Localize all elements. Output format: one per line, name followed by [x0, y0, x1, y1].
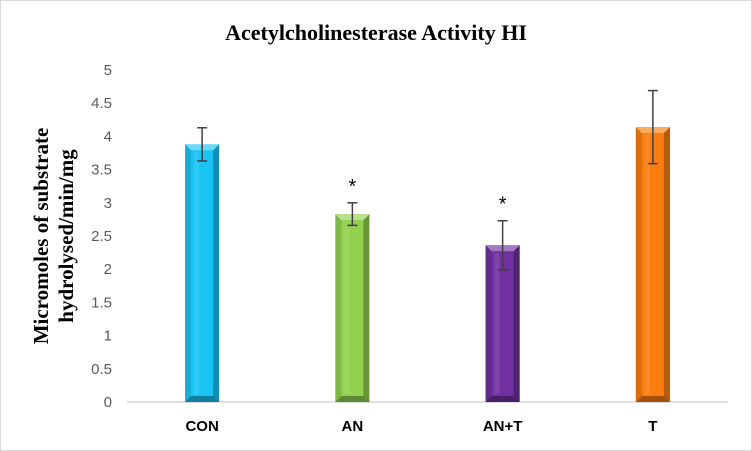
significance-marker: *: [499, 194, 507, 216]
chart-title: Acetylcholinesterase Activity HI: [225, 20, 527, 45]
x-category-label: CON: [185, 418, 218, 435]
bar-highlight: [344, 222, 350, 394]
y-axis-label-line-1: Micromoles of substrate: [29, 128, 53, 345]
y-tick-label: 0: [104, 394, 112, 411]
y-tick-label: 4: [104, 128, 112, 145]
bar-bevel-bottom: [485, 396, 520, 402]
bar-bevel-left: [485, 245, 492, 402]
y-tick-label: 2: [104, 261, 112, 278]
x-category-label: AN: [342, 418, 364, 435]
bar-bevel-bottom: [335, 396, 370, 402]
y-axis-label-line-2: hydrolysed/min/mg: [54, 149, 78, 323]
bar-bevel-bottom: [185, 396, 220, 402]
y-tick-label: 3: [104, 195, 112, 212]
y-tick-label: 0.5: [91, 361, 112, 378]
bar-bevel-right: [213, 144, 220, 403]
bar-highlight: [194, 152, 200, 394]
bar-bevel-left: [185, 144, 192, 403]
y-tick-label: 4.5: [91, 95, 112, 112]
bar-bevel-bottom: [635, 396, 670, 402]
bar-bevel-right: [363, 214, 370, 402]
x-category-label: AN+T: [483, 418, 523, 435]
significance-marker: *: [348, 176, 356, 198]
x-category-label: T: [648, 418, 657, 435]
y-tick-label: 2.5: [91, 228, 112, 245]
bar-bevel-right: [513, 245, 520, 402]
bar-bevel-left: [335, 214, 342, 402]
bar-bevel-left: [635, 127, 642, 402]
y-tick-label: 3.5: [91, 162, 112, 179]
y-tick-label: 1.5: [91, 294, 112, 311]
bar-highlight: [644, 135, 650, 394]
y-tick-label: 5: [104, 62, 112, 79]
y-tick-label: 1: [104, 328, 112, 345]
bar-highlight: [494, 253, 500, 394]
bar-bevel-right: [663, 127, 670, 402]
